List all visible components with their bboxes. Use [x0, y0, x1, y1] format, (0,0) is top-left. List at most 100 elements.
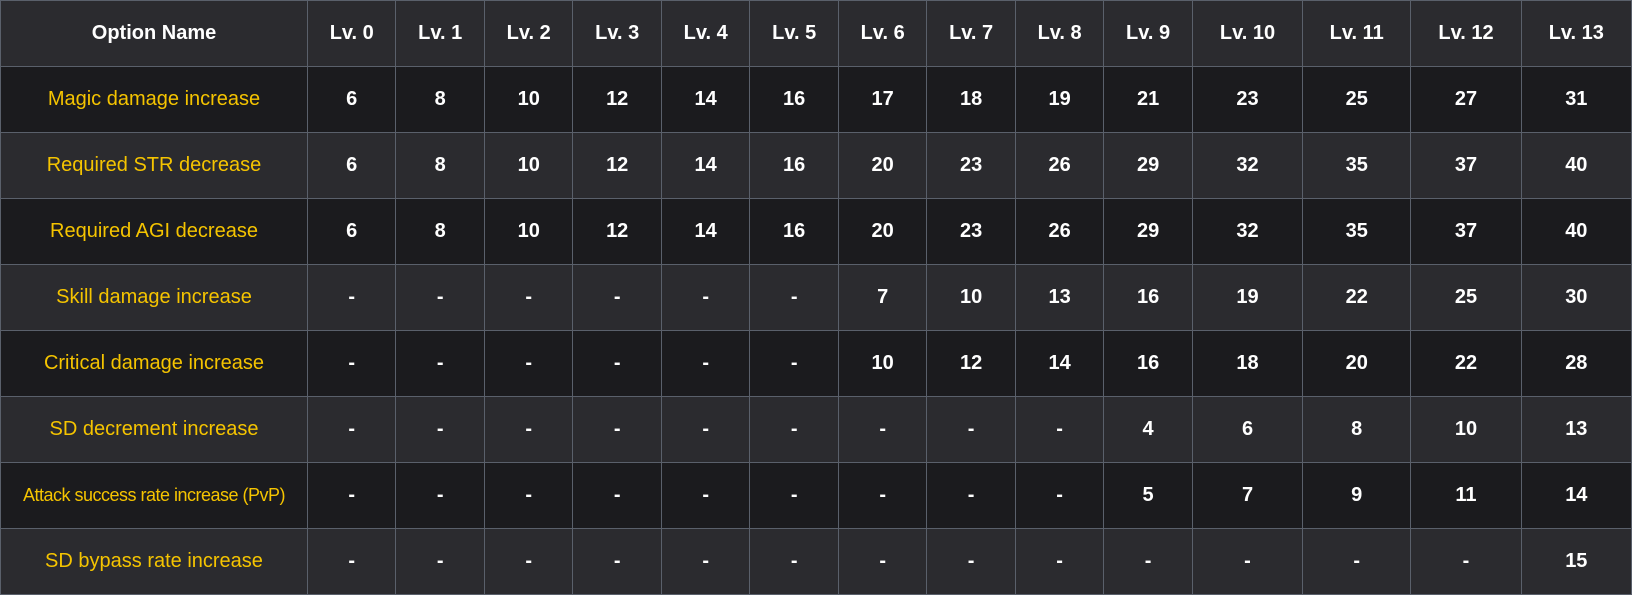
- level-value: 23: [926, 198, 1016, 265]
- header-level-0: Lv. 0: [306, 0, 397, 67]
- level-value: 13: [1014, 264, 1105, 331]
- level-value: -: [572, 264, 662, 331]
- level-value: -: [1191, 528, 1304, 595]
- option-name: Required AGI decrease: [0, 198, 308, 265]
- level-value: 8: [395, 66, 485, 133]
- level-value: 16: [749, 66, 839, 133]
- option-name: SD bypass rate increase: [0, 528, 308, 595]
- level-value: -: [749, 462, 839, 529]
- level-value: -: [483, 462, 574, 529]
- level-value: 6: [306, 66, 397, 133]
- level-value: 26: [1014, 198, 1105, 265]
- option-name: SD decrement increase: [0, 396, 308, 463]
- level-value: -: [926, 396, 1016, 463]
- level-value: -: [483, 528, 574, 595]
- level-value: 6: [306, 132, 397, 199]
- level-value: 19: [1014, 66, 1105, 133]
- level-value: 7: [1191, 462, 1304, 529]
- level-value: 32: [1191, 198, 1304, 265]
- level-value: 10: [926, 264, 1016, 331]
- header-level-9: Lv. 9: [1103, 0, 1193, 67]
- level-value: 37: [1410, 198, 1522, 265]
- level-value: -: [1103, 528, 1193, 595]
- level-value: 35: [1302, 198, 1412, 265]
- level-value: 12: [572, 66, 662, 133]
- level-value: 8: [1302, 396, 1412, 463]
- level-value: 19: [1191, 264, 1304, 331]
- level-value: -: [572, 396, 662, 463]
- level-value: 20: [837, 132, 928, 199]
- level-value: 20: [837, 198, 928, 265]
- level-value: 10: [837, 330, 928, 397]
- level-value: -: [1410, 528, 1522, 595]
- level-value: -: [572, 462, 662, 529]
- level-value: 32: [1191, 132, 1304, 199]
- level-value: 16: [1103, 330, 1193, 397]
- level-value: 29: [1103, 198, 1193, 265]
- level-value: -: [572, 528, 662, 595]
- header-level-2: Lv. 2: [483, 0, 574, 67]
- level-value: 18: [1191, 330, 1304, 397]
- level-value: -: [660, 462, 751, 529]
- level-value: 5: [1103, 462, 1193, 529]
- header-level-4: Lv. 4: [660, 0, 751, 67]
- level-value: 9: [1302, 462, 1412, 529]
- level-value: 10: [483, 198, 574, 265]
- level-value: 22: [1302, 264, 1412, 331]
- level-value: -: [395, 528, 485, 595]
- level-value: -: [926, 528, 1016, 595]
- level-value: 21: [1103, 66, 1193, 133]
- table-row: SD bypass rate increase - - - - - - - - - - - - -15: [0, 528, 1632, 595]
- level-value: 6: [306, 198, 397, 265]
- level-value: 25: [1302, 66, 1412, 133]
- level-value: 31: [1520, 66, 1632, 133]
- header-level-12: Lv. 12: [1410, 0, 1522, 67]
- level-value: 29: [1103, 132, 1193, 199]
- header-level-8: Lv. 8: [1014, 0, 1105, 67]
- option-name: Attack success rate increase (PvP): [0, 462, 308, 529]
- header-level-5: Lv. 5: [749, 0, 839, 67]
- level-value: 6: [1191, 396, 1304, 463]
- level-value: 10: [1410, 396, 1522, 463]
- header-level-7: Lv. 7: [926, 0, 1016, 67]
- level-value: 14: [660, 66, 751, 133]
- level-value: 22: [1410, 330, 1522, 397]
- level-value: -: [1014, 528, 1105, 595]
- level-value: 20: [1302, 330, 1412, 397]
- header-level-11: Lv. 11: [1302, 0, 1412, 67]
- level-value: -: [306, 528, 397, 595]
- level-value: 16: [1103, 264, 1193, 331]
- header-level-6: Lv. 6: [837, 0, 928, 67]
- level-value: 13: [1520, 396, 1632, 463]
- level-value: 14: [1520, 462, 1632, 529]
- option-name: Required STR decrease: [0, 132, 308, 199]
- level-value: 16: [749, 132, 839, 199]
- level-value: -: [395, 462, 485, 529]
- option-name: Skill damage increase: [0, 264, 308, 331]
- level-value: -: [483, 264, 574, 331]
- header-level-10: Lv. 10: [1191, 0, 1304, 67]
- level-value: 4: [1103, 396, 1193, 463]
- table-row: SD decrement increase - - - - - - - - -4 6 8 10 13: [0, 396, 1632, 463]
- level-value: 11: [1410, 462, 1522, 529]
- level-value: -: [1302, 528, 1412, 595]
- table-row: Required STR decrease 6 8 10 12 14 16 20 23 26 29 3…: [0, 132, 1632, 199]
- header-level-3: Lv. 3: [572, 0, 662, 67]
- level-value: 12: [572, 132, 662, 199]
- level-value: 16: [749, 198, 839, 265]
- table-row: Attack success rate increase (PvP) - - - - - -…: [0, 462, 1632, 529]
- level-value: 14: [1014, 330, 1105, 397]
- level-value: -: [306, 330, 397, 397]
- table-row: Magic damage increase 6 8 10 12 14 16 17 18 19 21 2…: [0, 66, 1632, 133]
- level-value: 12: [572, 198, 662, 265]
- level-value: 40: [1520, 132, 1632, 199]
- level-value: 30: [1520, 264, 1632, 331]
- header-level-1: Lv. 1: [395, 0, 485, 67]
- level-value: -: [837, 528, 928, 595]
- level-value: -: [572, 330, 662, 397]
- level-value: 27: [1410, 66, 1522, 133]
- level-value: -: [395, 396, 485, 463]
- level-value: 25: [1410, 264, 1522, 331]
- header-option-name: Option Name: [0, 0, 308, 67]
